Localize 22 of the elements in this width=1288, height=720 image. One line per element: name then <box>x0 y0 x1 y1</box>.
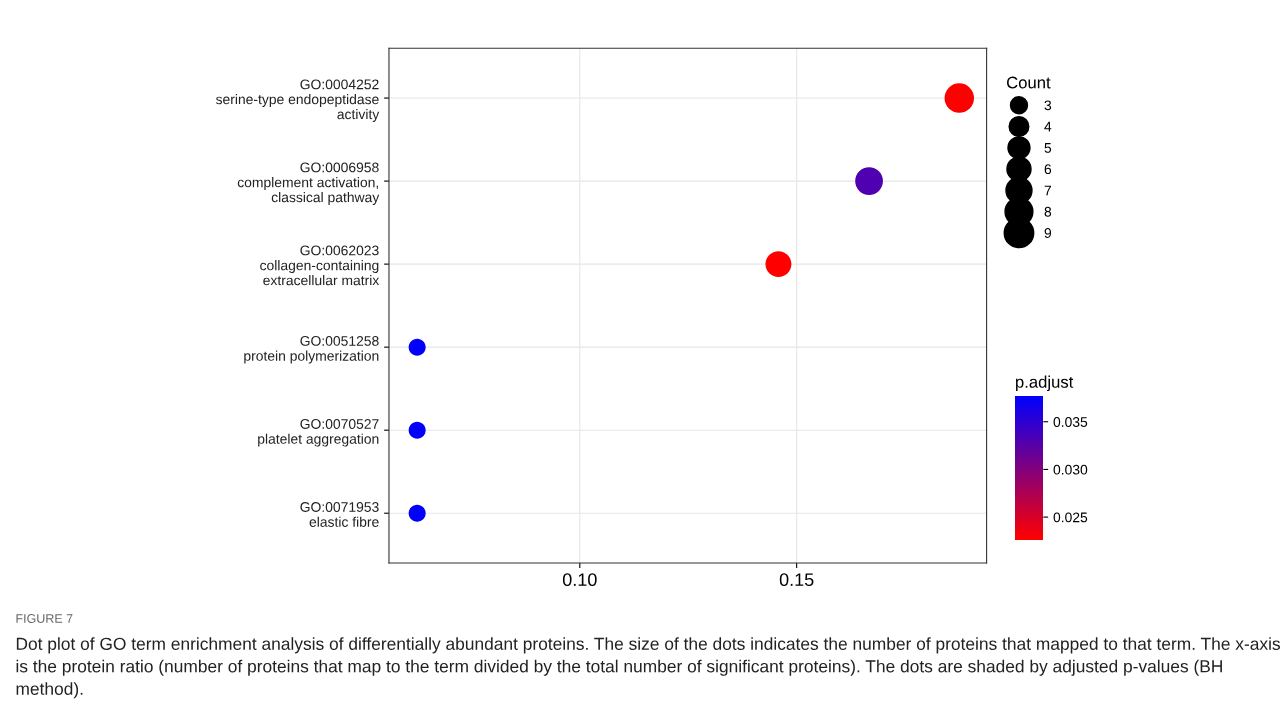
legend-label: 3 <box>1044 100 1052 111</box>
legend-label: 6 <box>1044 164 1052 175</box>
x-tick-label: 0.10 <box>562 573 597 587</box>
legend-label: 7 <box>1044 185 1051 196</box>
x-tick-label: 0.15 <box>779 573 814 587</box>
legend-label: 9 <box>1044 228 1052 238</box>
y-tick-label: GO:0051258 protein polymerization <box>244 336 379 364</box>
color-bar-label: 0.025 <box>1053 512 1088 523</box>
y-tick-label: GO:0071953 elastic fibre <box>300 502 379 527</box>
color-bar-label: 0.030 <box>1053 464 1088 475</box>
legend-title: Count <box>1007 76 1051 89</box>
legend-label: 5 <box>1044 143 1052 153</box>
y-tick-label: GO:0062023 collagen-containing extracellular matrix <box>260 245 380 286</box>
y-tick-label: GO:0004252 serine-type endopeptidase activity <box>215 79 380 122</box>
color-bar-label: 0.035 <box>1053 417 1088 427</box>
text: Dot plot of GO term enrichment analysis of differentially abundant proteins. The size of the dots indicates the number of proteins that mapped to that term. The x-axis is the protein ratio (number of proteins that map to the term divided by the total number of significant proteins). The dots are shaded by adjusted p-values (BH method). <box>16 637 1280 699</box>
y-tick-label: GO:0070527 platelet aggregation <box>258 419 379 447</box>
color-bar-title: p.adjust <box>1016 375 1074 392</box>
caption: FIGURE 7 <box>16 614 73 623</box>
legend-label: 8 <box>1044 206 1052 217</box>
legend-label: 4 <box>1044 121 1052 132</box>
y-tick-label: GO:0006958 complement activation, classical pathway <box>237 162 380 205</box>
